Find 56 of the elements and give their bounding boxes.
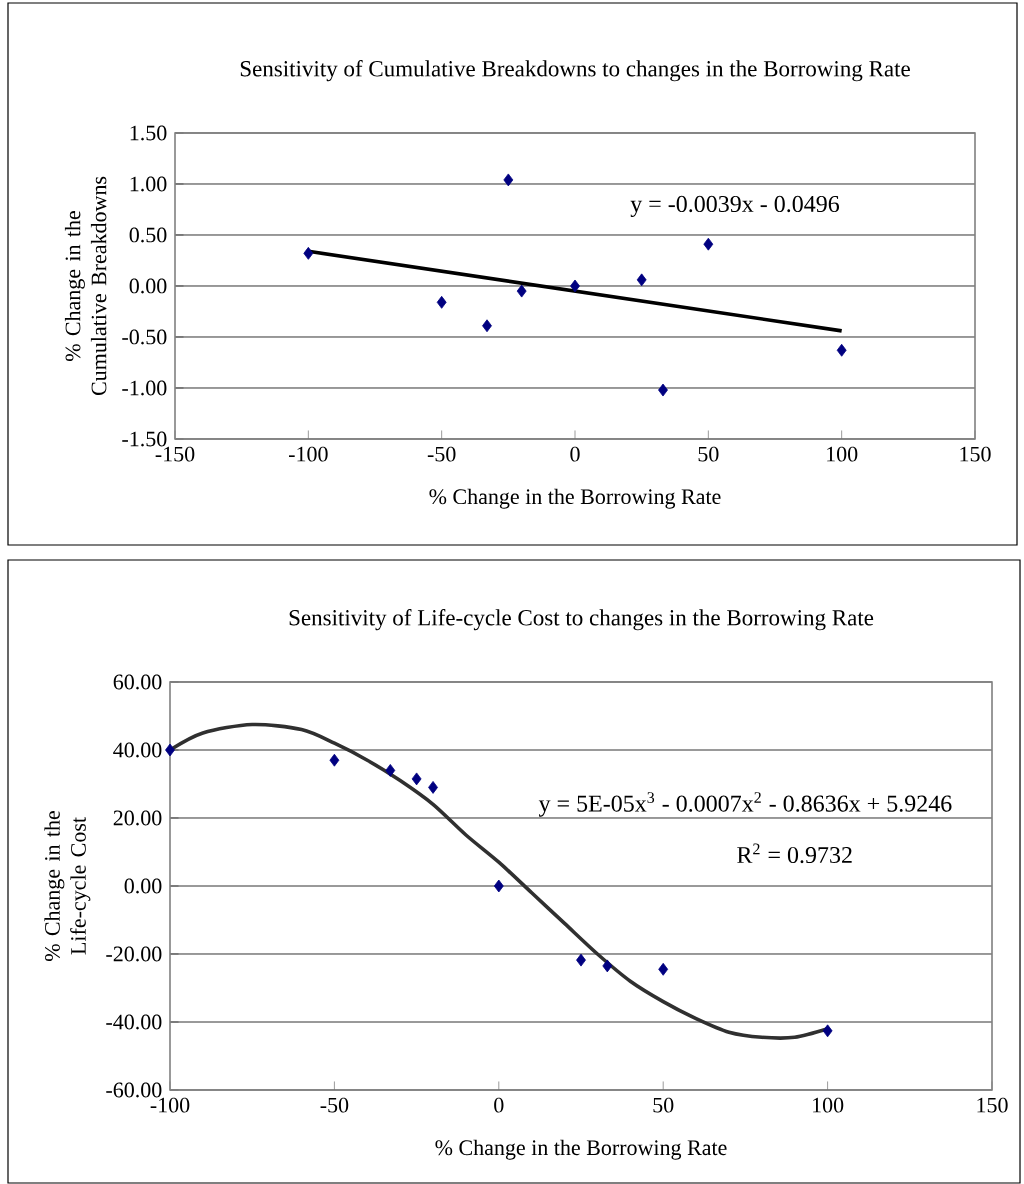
point (602, 959, 613, 973)
y-tick-label: -1.50 (122, 431, 167, 447)
x-tick-label: 100 (827, 446, 858, 462)
point (658, 383, 668, 397)
x-tick-label: 50 (653, 1097, 674, 1113)
x-tick-label: 0 (494, 1097, 504, 1113)
y-axis-title: % Change in the Cumulative Breakdowns (64, 176, 107, 396)
point (165, 743, 175, 757)
y-tick-label: 1.50 (130, 125, 167, 141)
x-tick-label: 0 (570, 446, 580, 462)
point (482, 319, 492, 333)
x-tick-label: -100 (288, 446, 328, 462)
point (658, 962, 669, 976)
point (636, 273, 647, 287)
point (503, 173, 514, 187)
y-tick-label: 0.50 (129, 227, 167, 243)
point (836, 343, 847, 357)
x-tick-label: -50 (427, 446, 456, 462)
y-tick-label: 0.00 (124, 878, 162, 894)
y-tick-label: 40.00 (113, 742, 162, 758)
y-tick-label: -40.00 (106, 1014, 162, 1030)
point (516, 284, 527, 298)
point (822, 1024, 833, 1038)
y-tick-label: 1.00 (130, 176, 167, 192)
point (385, 764, 396, 777)
x-axis-title: % Change in the Borrowing Rate (429, 488, 721, 509)
chart-title: Sensitivity of Life-cycle Cost to changes in the Borrowing Rate (289, 609, 874, 631)
x-tick-label: -50 (320, 1097, 349, 1113)
x-tick-label: 50 (698, 446, 719, 462)
y-tick-label: 20.00 (113, 810, 162, 826)
y-tick-label: 60.00 (113, 674, 162, 690)
x-tick-label: 100 (813, 1097, 844, 1113)
y-tick-label: 0.00 (129, 278, 167, 294)
point (411, 772, 422, 786)
point (703, 237, 714, 251)
point (303, 246, 314, 260)
x-axis-title: % Change in the Borrowing Rate (435, 1139, 727, 1160)
x-tick-label: -150 (155, 446, 195, 462)
point (570, 279, 580, 293)
annotation: y = 5E-05x$^{3}$ - 0.0007x$^{2}$ - 0.8636x + 5.9246 (538, 792, 952, 817)
x-tick-label: -100 (150, 1097, 190, 1113)
point (493, 879, 504, 893)
point (436, 295, 447, 309)
point (329, 753, 340, 767)
point (576, 953, 586, 967)
point (428, 781, 438, 794)
y-tick-label: -20.00 (106, 946, 162, 962)
annotation: y = -0.0039x - 0.0496 (630, 195, 840, 217)
y-tick-label: -0.50 (122, 329, 167, 345)
y-tick-label: -60.00 (106, 1082, 162, 1098)
chart-title: Sensitivity of Cumulative Breakdowns to changes in the Borrowing Rate (240, 60, 910, 82)
y-tick-label: -1.00 (122, 380, 167, 396)
y-axis-title: % Change in the Life-cycle Cost (44, 811, 91, 962)
x-tick-label: 150 (977, 1097, 1008, 1113)
annotation: R$^{2}$ = 0.9732 (737, 843, 852, 864)
x-tick-label: 150 (960, 446, 991, 462)
